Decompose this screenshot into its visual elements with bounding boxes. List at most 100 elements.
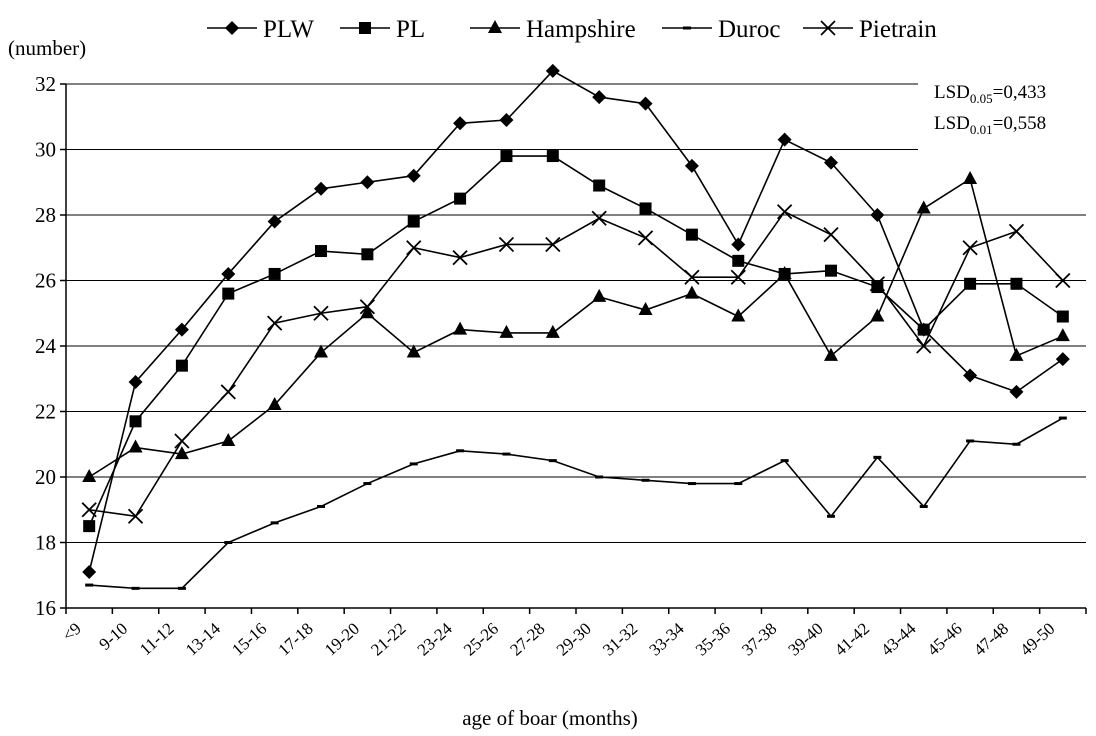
series-pietrain (81, 204, 1071, 524)
y-tick-label: 16 (35, 596, 56, 620)
x-tick-label: 27-28 (506, 619, 548, 660)
data-point-pl (500, 150, 513, 163)
x-tick-label: 43-44 (877, 619, 920, 660)
data-point-pietrain (684, 269, 700, 285)
lsd-annotations: LSD0.05=0,433 LSD0.01=0,558 (934, 82, 1046, 137)
y-tick-label: 18 (35, 531, 56, 555)
y-tick-label: 26 (35, 269, 56, 293)
data-point-plw (870, 208, 885, 222)
series-plw (82, 63, 1070, 579)
data-point-pl (593, 179, 606, 192)
y-tick-label: 20 (35, 465, 56, 489)
data-point-pl (129, 415, 142, 428)
data-point-pietrain (174, 433, 190, 449)
data-point-hampshire (406, 344, 421, 358)
legend-label: Hampshire (526, 16, 636, 43)
series-duroc (85, 416, 1067, 590)
x-tick-label: 19-20 (321, 619, 363, 660)
legend-marker-plw (225, 21, 239, 35)
data-point-pietrain (359, 299, 376, 315)
data-point-pl (917, 323, 930, 336)
data-point-pl (685, 228, 698, 241)
data-point-pietrain (637, 230, 654, 246)
y-tick-labels: 16 18 20 22 24 26 28 30 32 (35, 72, 57, 620)
data-point-pietrain (313, 305, 329, 321)
data-point-hampshire (221, 432, 236, 446)
legend-item-pietrain: Pietrain (803, 16, 937, 43)
data-point-pl (639, 202, 652, 215)
data-point-plw (453, 116, 468, 131)
x-tick-label: 23-24 (414, 619, 457, 660)
lsd-annotation: LSD0.01=0,558 (934, 113, 1046, 137)
legend-item-hampshire: Hampshire (470, 16, 636, 43)
data-point-pl (315, 245, 327, 258)
data-point-pietrain (1055, 272, 1071, 289)
legend-label: PLW (263, 16, 314, 43)
lsd-annotation: LSD0.05=0,433 (934, 82, 1046, 106)
data-point-pl (964, 277, 977, 290)
data-point-hampshire (731, 308, 746, 322)
data-point-pietrain (823, 227, 839, 243)
data-point-pl (83, 520, 96, 533)
data-point-pietrain (406, 240, 422, 256)
data-point-pietrain (266, 315, 283, 331)
data-point-hampshire (870, 308, 885, 322)
data-point-hampshire (1009, 347, 1024, 361)
data-point-pietrain (916, 338, 932, 354)
legend-label: Pietrain (859, 16, 937, 43)
y-tick-label: 24 (35, 334, 57, 358)
x-tick-label: 17-18 (275, 619, 317, 660)
data-point-plw (360, 175, 375, 190)
data-point-pl (454, 192, 467, 205)
data-point-pl (546, 150, 559, 163)
data-point-plw (638, 96, 653, 111)
x-tick-label: 13-14 (182, 619, 225, 660)
data-point-pietrain (591, 210, 607, 226)
legend-marker-pietrain (820, 20, 836, 36)
x-tick-label: 35-36 (692, 619, 734, 660)
data-point-hampshire (1055, 328, 1070, 342)
series-hampshire (82, 170, 1070, 482)
data-point-hampshire (824, 347, 838, 361)
data-point-plw (777, 132, 792, 147)
x-tick-label: 49-50 (1016, 619, 1058, 660)
data-point-plw (314, 181, 328, 196)
x-tick-label: 21-22 (367, 619, 409, 660)
data-point-hampshire (267, 396, 282, 410)
legend-item-pl: PL (340, 16, 425, 43)
data-point-plw (128, 375, 143, 390)
data-point-hampshire (777, 265, 792, 279)
axes (60, 83, 1087, 614)
data-point-plw (221, 266, 236, 281)
data-point-pl (222, 287, 235, 300)
data-point-plw (406, 168, 421, 183)
x-tick-label: 15-16 (228, 619, 270, 660)
data-point-plw (1009, 384, 1024, 399)
data-point-pl (871, 281, 884, 294)
data-point-hampshire (592, 288, 607, 302)
legend-label: Duroc (718, 16, 780, 43)
series-line-pl (88, 155, 1064, 527)
data-point-pietrain (81, 502, 97, 518)
x-tick-label: 37-38 (738, 619, 780, 660)
chart-legend: PLW PL Hampshire Duroc Pietrain (207, 16, 937, 43)
y-tick-label: 22 (35, 400, 56, 424)
data-point-hampshire (128, 439, 143, 453)
data-point-plw (174, 322, 189, 337)
data-point-hampshire (453, 321, 468, 335)
data-point-plw (82, 564, 97, 579)
data-point-hampshire (499, 324, 514, 338)
data-point-pl (268, 267, 281, 280)
data-point-plw (731, 237, 746, 252)
x-tick-labels: <9 9-10 11-12 13-14 15-16 17-18 19-20 21-22 23-2… (59, 619, 1059, 660)
x-tick-label: 9-10 (95, 619, 131, 654)
data-point-pl (1056, 310, 1069, 323)
x-tick-label: <9 (59, 619, 85, 645)
gridlines (66, 83, 1086, 543)
data-point-hampshire (638, 301, 653, 315)
x-tick-label: 39-40 (785, 619, 827, 660)
y-tick-label: 28 (35, 203, 56, 227)
data-point-pietrain (962, 240, 978, 256)
legend-marker-hampshire (488, 20, 502, 33)
